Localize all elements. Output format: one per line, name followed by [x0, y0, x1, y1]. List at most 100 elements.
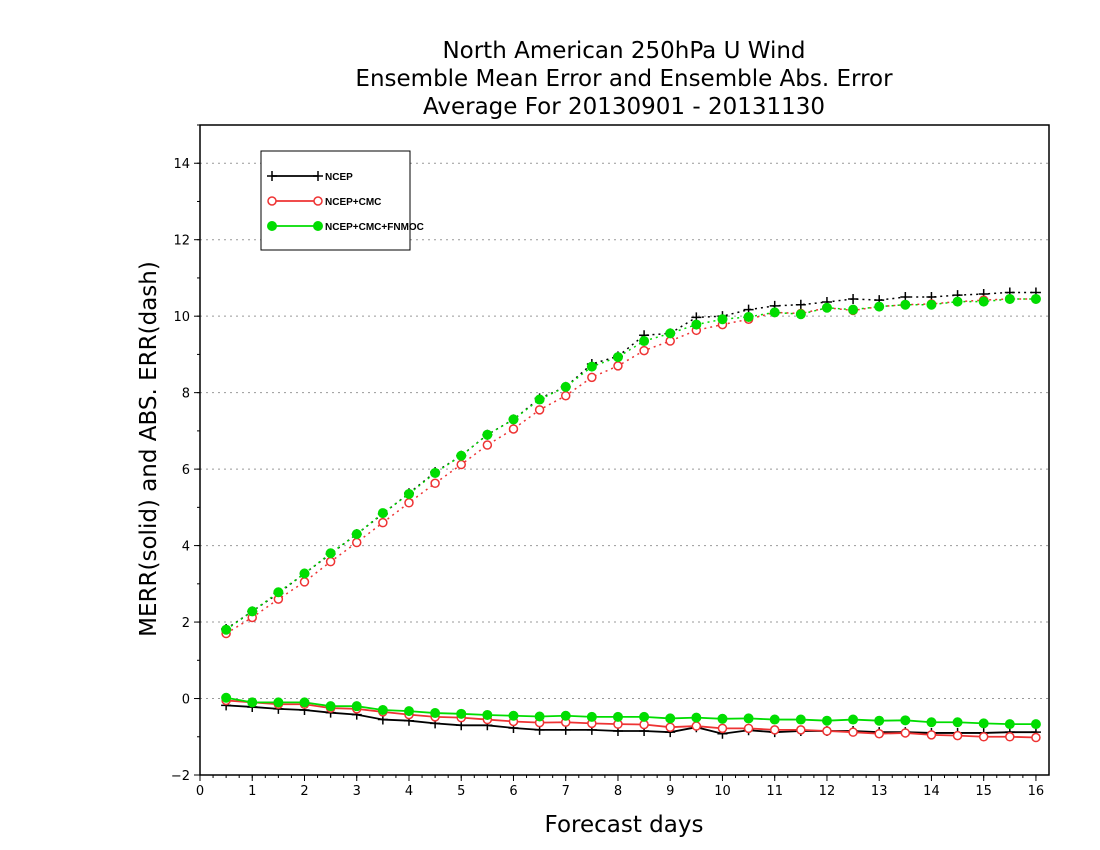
open-circle-marker [822, 726, 832, 736]
filled-circle-marker [377, 705, 388, 715]
filled-circle-marker [273, 587, 284, 598]
filled-circle-marker [325, 701, 336, 712]
filled-circle-marker [325, 548, 336, 559]
x-tick-label: 15 [975, 784, 992, 799]
open-circle-marker [796, 725, 806, 735]
open-circle-marker [351, 537, 362, 548]
filled-circle-marker [403, 706, 414, 717]
x-tick-label: 12 [819, 784, 836, 799]
y-tick-label: 14 [173, 157, 190, 172]
filled-circle-marker [874, 301, 885, 312]
filled-circle-marker [848, 304, 859, 315]
filled-circle-marker [612, 352, 623, 363]
filled-circle-marker [273, 697, 284, 708]
series [221, 287, 1041, 743]
x-tick-label: 2 [300, 784, 308, 799]
filled-circle-marker [267, 221, 277, 231]
open-circle-marker [325, 556, 336, 567]
filled-circle-marker [456, 708, 467, 719]
open-circle-marker [874, 728, 884, 739]
open-circle-marker [613, 361, 623, 371]
filled-circle-marker [221, 692, 232, 703]
filled-circle-marker [313, 221, 323, 231]
series-ncep-cmc-fnmoc [221, 293, 1041, 730]
filled-circle-marker [743, 713, 754, 724]
filled-circle-marker [612, 711, 623, 722]
chart-title-line: Average For 20130901 - 20131130 [423, 94, 825, 120]
filled-circle-marker [978, 296, 989, 307]
filled-circle-marker [926, 299, 937, 310]
open-circle-marker [769, 725, 780, 735]
y-tick-label: 8 [182, 387, 190, 402]
x-tick-label: 11 [766, 784, 783, 799]
y-tick-label: 12 [173, 234, 190, 249]
open-circle-marker [952, 730, 963, 741]
filled-circle-marker [534, 394, 545, 405]
x-tick-label: 14 [923, 784, 940, 799]
open-circle-marker [587, 372, 597, 383]
x-tick-label: 5 [457, 784, 465, 799]
filled-circle-marker [586, 361, 597, 372]
y-tick-label: 10 [173, 310, 190, 325]
filled-circle-marker [1030, 293, 1041, 304]
filled-circle-marker [691, 712, 702, 723]
legend-label: NCEP [325, 172, 353, 183]
filled-circle-marker [534, 711, 545, 722]
filled-circle-marker [821, 302, 832, 313]
x-tick-label: 6 [509, 784, 517, 799]
x-tick-label: 3 [353, 784, 361, 799]
filled-circle-marker [586, 711, 597, 722]
filled-circle-marker [900, 299, 911, 310]
plot-frame [199, 124, 1050, 776]
open-circle-marker [926, 730, 937, 740]
chart-title-line: North American 250hPa U Wind [442, 38, 805, 64]
open-circle-marker [456, 459, 466, 470]
y-tick-label: 2 [182, 616, 190, 631]
filled-circle-marker [247, 697, 258, 708]
open-circle-marker [299, 577, 310, 587]
filled-circle-marker [430, 467, 441, 478]
filled-circle-marker [221, 624, 232, 635]
filled-circle-marker [769, 307, 780, 318]
filled-circle-marker [1030, 719, 1041, 730]
filled-circle-marker [795, 309, 806, 320]
filled-circle-marker [560, 710, 571, 721]
filled-circle-marker [874, 715, 885, 726]
open-circle-marker [743, 723, 754, 734]
filled-circle-marker [743, 311, 754, 322]
plus-marker [267, 171, 277, 181]
abserr-line [225, 298, 1036, 631]
filled-circle-marker [691, 319, 702, 330]
filled-circle-marker [848, 714, 859, 725]
open-circle-marker [378, 517, 388, 528]
x-axis-label: Forecast days [545, 812, 704, 838]
open-circle-marker [717, 723, 728, 734]
y-axis-label: MERR(solid) and ABS. ERR(dash) [136, 261, 162, 637]
filled-circle-marker [795, 714, 806, 725]
legend-label: NCEP+CMC+FNMOC [325, 222, 424, 233]
abserr-line [225, 298, 1036, 635]
legend: NCEP NCEP+CMC NCEP+CMC+FNMOC [260, 150, 424, 251]
open-circle-marker [267, 196, 277, 206]
plus-marker [313, 171, 323, 181]
open-circle-marker [1031, 732, 1041, 743]
filled-circle-marker [1004, 719, 1015, 730]
open-circle-marker [639, 345, 649, 356]
filled-circle-marker [247, 606, 258, 617]
merr-line [226, 704, 1036, 735]
filled-circle-marker [769, 714, 780, 725]
merr-line [225, 696, 1036, 726]
filled-circle-marker [430, 708, 441, 719]
open-circle-marker [848, 727, 858, 737]
filled-circle-marker [351, 529, 362, 540]
filled-circle-marker [952, 296, 963, 307]
filled-circle-marker [482, 709, 493, 720]
filled-circle-marker [377, 508, 388, 519]
filled-circle-marker [639, 336, 650, 347]
y-tick-label: 4 [182, 540, 190, 555]
y-tick-label: 6 [182, 463, 190, 478]
filled-circle-marker [508, 710, 519, 721]
filled-circle-marker [639, 711, 650, 722]
